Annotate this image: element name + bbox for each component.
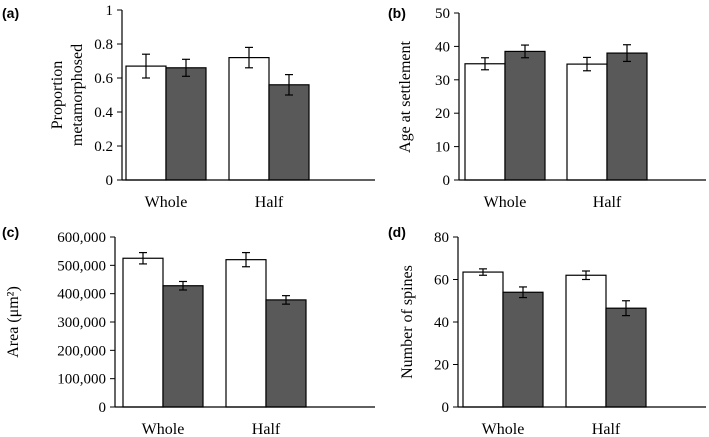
x-category-label: Half [252, 421, 281, 437]
y-axis-label: Proportion [49, 61, 66, 129]
x-category-label: Half [593, 194, 622, 211]
panel-a: (a) Proportion metamorphosed 0 0.2 0.4 0.6 0.8 1… [2, 3, 375, 211]
panel-b: (b) Age at settlement 0 10 20 30 40 50 Whole Half [388, 5, 706, 211]
panel-label: (b) [388, 5, 406, 21]
panel-label: (c) [2, 224, 19, 240]
y-tick-label: 30 [435, 73, 450, 89]
y-tick-label: 0.6 [94, 71, 113, 87]
bar [165, 67, 207, 181]
y-axis-label: Area (μm²) [5, 286, 22, 358]
panel-label: (d) [388, 224, 406, 240]
y-tick-label: 200,000 [57, 343, 106, 359]
y-tick-label: 300,000 [57, 315, 106, 331]
y-tick-label: 40 [435, 39, 450, 55]
y-tick-label: 0 [442, 400, 450, 416]
bar [565, 274, 607, 408]
y-axis-label: Age at settlement [397, 40, 414, 153]
x-category-label: Half [255, 194, 284, 211]
y-tick-label: 10 [435, 140, 450, 156]
panel-d: (d) Number of spines 0 20 40 60 80 Whole Half [388, 224, 706, 437]
panel-c: (c) Area (μm²) 0 100,000 200,000 300,000 400,0… [2, 224, 375, 437]
bar [122, 257, 164, 408]
x-category-label: Whole [484, 194, 527, 211]
bar [606, 52, 648, 181]
bar [504, 50, 546, 181]
panel-label: (a) [2, 5, 19, 21]
y-axis-label: Number of spines [399, 265, 416, 379]
x-category-label: Whole [145, 194, 188, 211]
y-tick-label: 0.4 [94, 105, 113, 121]
bar [464, 63, 506, 181]
y-tick-label: 0.8 [94, 37, 113, 53]
y-tick-label: 20 [434, 358, 449, 374]
bar [228, 56, 270, 181]
y-tick-label: 500,000 [57, 258, 106, 274]
x-category-label: Half [592, 421, 621, 437]
bar [125, 65, 167, 181]
y-tick-label: 600,000 [57, 230, 106, 246]
bar [462, 271, 504, 408]
y-tick-label: 0 [99, 400, 107, 416]
bar [268, 84, 310, 181]
y-tick-label: 0 [106, 173, 114, 189]
y-tick-label: 400,000 [57, 287, 106, 303]
y-tick-label: 0 [443, 173, 451, 189]
y-axis-label: metamorphosed [69, 44, 86, 146]
y-tick-label: 80 [434, 230, 449, 246]
bar [162, 285, 204, 408]
bar [566, 63, 608, 181]
x-category-label: Whole [142, 421, 185, 437]
y-tick-label: 20 [435, 106, 450, 122]
y-tick-label: 40 [434, 315, 449, 331]
y-tick-label: 1 [106, 3, 114, 19]
x-category-label: Whole [482, 421, 525, 437]
y-tick-label: 100,000 [57, 372, 106, 388]
bar [502, 291, 544, 408]
bar [225, 259, 267, 408]
y-tick-label: 0.2 [94, 139, 113, 155]
y-tick-label: 50 [435, 6, 450, 22]
y-tick-label: 60 [434, 273, 449, 289]
bar [605, 307, 647, 408]
bar [265, 299, 307, 408]
